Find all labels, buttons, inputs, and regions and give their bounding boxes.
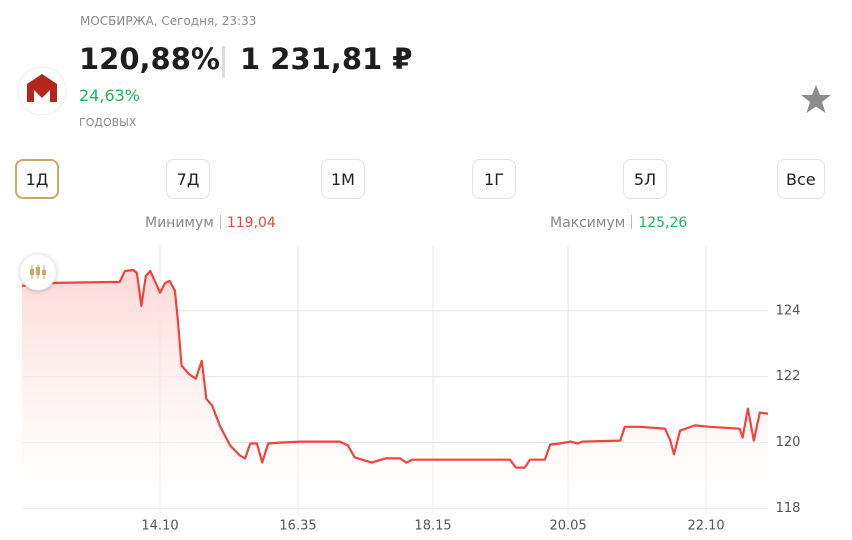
max-label: Максимум [550,215,626,231]
change-note: ГОДОВЫХ [79,116,137,129]
period-button[interactable]: 5Л [623,159,667,199]
period-button[interactable]: Все [777,159,825,199]
period-button[interactable]: 1Г [472,159,516,199]
x-tick-label: 20.05 [549,519,586,534]
max-range: Максимум 125,26 [550,215,687,231]
y-tick-label: 120 [776,435,801,450]
favorite-star[interactable] [800,84,832,114]
x-tick-label: 18.15 [414,519,451,534]
area-fill [22,270,768,515]
min-label: Минимум [145,215,214,231]
y-tick-label: 124 [776,303,801,318]
period-button[interactable]: 7Д [166,159,210,199]
divider [222,46,225,78]
price: 1 231,81 ₽ [240,42,413,76]
y-tick-label: 122 [776,369,801,384]
logo [17,66,67,116]
period-button[interactable]: 1М [321,159,365,199]
price-line [21,268,769,469]
min-range: Минимум 119,04 [145,215,276,231]
icon-body [36,267,40,275]
icon-body [42,270,46,275]
period-button[interactable]: 1Д [15,159,59,199]
x-tick-label: 14.10 [141,519,178,534]
min-value: 119,04 [226,215,276,231]
y-tick-label: 118 [776,501,801,516]
source: МОСБИРЖА, Сегодня, 23:33 [80,14,257,28]
chart-style-button[interactable] [19,253,57,291]
x-tick-label: 22.10 [687,519,724,534]
x-tick-label: 16.35 [279,519,316,534]
max-value: 125,26 [638,215,688,231]
yield: 120,88% [79,42,220,76]
icon-body [30,269,34,275]
change: 24,63% [79,86,141,105]
